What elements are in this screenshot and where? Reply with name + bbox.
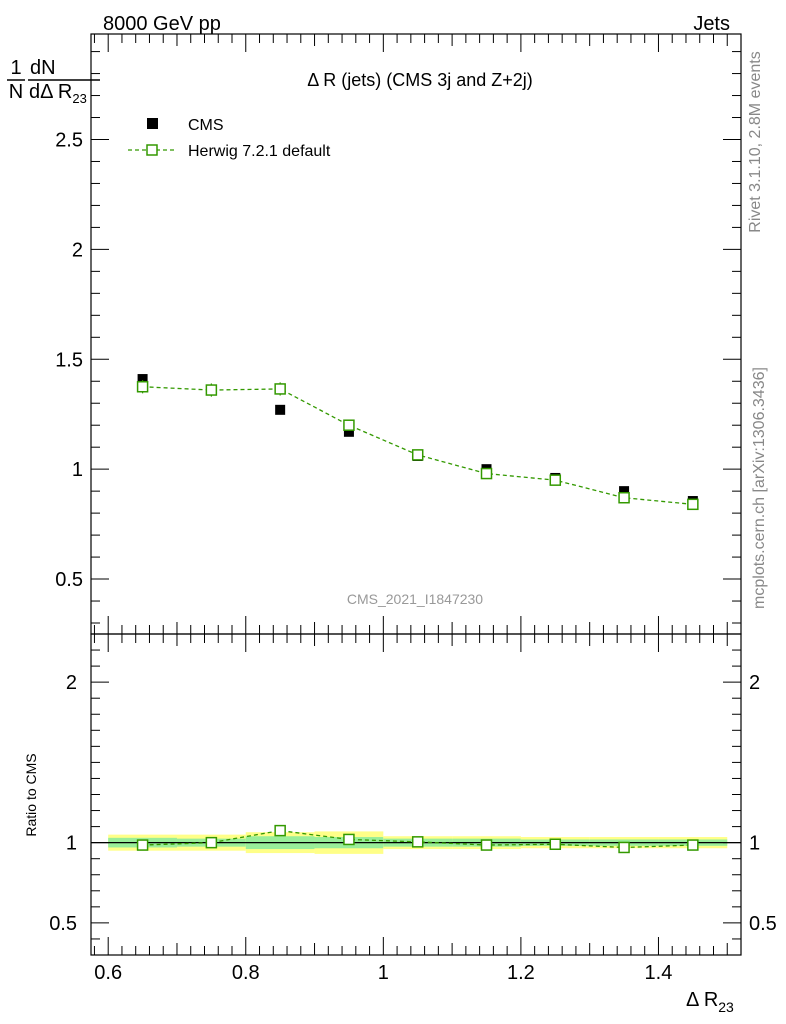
ratio-herwig-point: [687, 839, 699, 851]
xaxis-label: Δ R23: [686, 989, 734, 1015]
analysis-watermark: CMS_2021_I1847230: [347, 591, 483, 607]
header-category-label: Jets: [693, 13, 730, 35]
main-ytick-label: 2: [72, 239, 83, 261]
main-panel: 0.5 1 1.5 2 2.5: [55, 33, 742, 635]
legend: CMS Herwig 7.2.1 default: [128, 117, 331, 160]
main-ytick-label: 1.5: [55, 349, 83, 371]
main-ytick-label: 1: [72, 459, 83, 481]
rivet-version-label: Rivet 3.1.10, 2.8M events: [747, 51, 764, 232]
cms-data-point: [619, 486, 630, 497]
ratio-herwig-point: [274, 824, 286, 837]
cms-data-point: [343, 426, 354, 437]
herwig-line: [142, 386, 693, 505]
ratio-ytick-label-right: 0.5: [749, 913, 777, 935]
ratio-ytick-label-right: 2: [749, 672, 760, 694]
cms-data-point: [137, 374, 148, 385]
ratio-ytick-label-right: 1: [749, 833, 760, 855]
main-ytick-label: 0.5: [55, 569, 83, 591]
ratio-panel: 0.6 0.8 1 1.2 1.4 0.5 0.5 1 1 2 2: [49, 633, 777, 984]
main-ylabel: 1 N dN dΔ R23: [7, 57, 100, 106]
herwig-point: [618, 491, 630, 504]
herwig-point: [480, 467, 493, 480]
ratio-panel-frame: [90, 633, 742, 956]
ratio-herwig-point: [411, 836, 424, 848]
xtick-label: 1: [378, 962, 389, 984]
ratio-ytick-label: 2: [66, 672, 77, 694]
mcplots-source-label: mcplots.cern.ch [arXiv:1306.3436]: [751, 367, 768, 609]
main-ytick-label: 2.5: [55, 129, 83, 151]
herwig-point: [549, 474, 562, 486]
herwig-point: [687, 498, 699, 511]
xtick-label: 0.6: [94, 962, 122, 984]
header-energy-label: 8000 GeV pp: [103, 13, 221, 35]
xtick-label: 1.2: [507, 962, 535, 984]
ratio-herwig-point: [480, 839, 493, 851]
ratio-ylabel: Ratio to CMS: [23, 753, 39, 836]
xtick-label: 0.8: [232, 962, 260, 984]
herwig-point: [343, 419, 355, 431]
legend-herwig-label: Herwig 7.2.1 default: [188, 143, 331, 160]
ylabel-denominator-n: N: [9, 81, 23, 103]
herwig-point: [274, 383, 286, 395]
legend-cms-marker: [147, 118, 158, 129]
chart-title: Δ R (jets) (CMS 3j and Z+2j): [307, 70, 533, 90]
ylabel-dn: dN: [30, 57, 56, 79]
ratio-herwig-point: [618, 841, 630, 854]
xtick-label: 1.4: [645, 962, 673, 984]
ylabel-numerator-1: 1: [10, 57, 21, 79]
legend-herwig-marker: [146, 144, 158, 156]
herwig-point: [411, 449, 424, 461]
ratio-herwig-point: [136, 839, 149, 851]
ratio-ytick-label: 0.5: [49, 913, 77, 935]
ratio-herwig-point: [549, 838, 562, 851]
cms-data-point: [275, 404, 286, 415]
ratio-ytick-label: 1: [66, 833, 77, 855]
legend-cms-label: CMS: [188, 117, 224, 134]
ylabel-ddr: dΔ R23: [29, 81, 87, 106]
ratio-herwig-point: [205, 836, 218, 849]
herwig-point: [136, 380, 149, 393]
ratio-herwig-point: [343, 833, 355, 846]
herwig-point: [205, 384, 218, 396]
